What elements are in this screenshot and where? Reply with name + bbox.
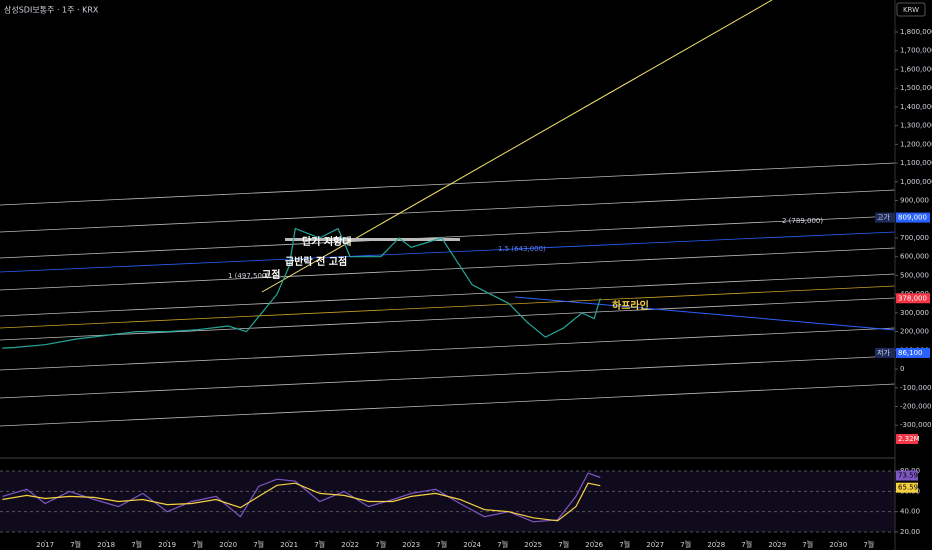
currency: KRW — [903, 6, 919, 14]
annotation: 고점 — [262, 269, 280, 281]
y-tick-label: 40.00 — [900, 508, 920, 516]
trend-line — [514, 296, 896, 331]
x-tick-label: 7월 — [863, 540, 874, 549]
rsi-label: 73.59 — [898, 472, 918, 480]
rsi-band — [0, 471, 895, 532]
x-tick-label: 2019 — [158, 541, 176, 549]
x-tick-label: 7월 — [253, 540, 264, 549]
price-label: 86,100 — [898, 349, 923, 357]
x-tick-label: 7월 — [70, 540, 81, 549]
rsi-label-box — [896, 470, 918, 481]
x-tick-label: 7월 — [375, 540, 386, 549]
x-tick-label: 2025 — [524, 541, 542, 549]
x-tick-label: 2018 — [97, 541, 115, 549]
price-tag-box — [875, 212, 895, 223]
x-tick-label: 2017 — [36, 541, 54, 549]
annotation: 1 (497,500) — [228, 272, 269, 280]
y-tick-label: 1,600,000 — [900, 65, 932, 73]
x-tick-label: 7월 — [680, 540, 691, 549]
x-tick-label: 2023 — [402, 541, 420, 549]
series-line — [2, 472, 601, 523]
y-tick-label: 0 — [900, 365, 904, 373]
x-tick-label: 2024 — [463, 541, 481, 549]
annotation: 급반락 전 고점 — [285, 255, 347, 268]
y-tick-label: 500,000 — [900, 271, 929, 279]
y-tick-label: 1,500,000 — [900, 84, 932, 92]
y-tick-label: 1,000,000 — [900, 178, 932, 186]
x-tick-label: 2022 — [341, 541, 359, 549]
y-tick-label: 700,000 — [900, 234, 929, 242]
currency-box — [896, 2, 926, 17]
annotation: 하프라인 — [612, 299, 649, 312]
x-tick-label: 2026 — [585, 541, 603, 549]
x-tick-label: 7월 — [802, 540, 813, 549]
x-tick-label: 2027 — [646, 541, 664, 549]
y-tick-label: 900,000 — [900, 197, 929, 205]
x-tick-label: 7월 — [497, 540, 508, 549]
annotation: 2 (789,000) — [782, 217, 823, 225]
price-tag: 고가 — [877, 213, 890, 222]
x-tick-label: 7월 — [131, 540, 142, 549]
annotation: 1.5 (643,000) — [498, 245, 546, 253]
x-tick-label: 7월 — [192, 540, 203, 549]
y-tick-label: 20.00 — [900, 528, 920, 536]
x-tick-label: 7월 — [619, 540, 630, 549]
x-tick-label: 2020 — [219, 541, 237, 549]
y-tick-label: 1,400,000 — [900, 103, 932, 111]
y-tick-label: 1,700,000 — [900, 47, 932, 55]
annotation: 단기 저항대 — [302, 235, 351, 248]
y-tick-label: -100,000 — [900, 384, 931, 392]
price-tag: 저가 — [877, 348, 890, 357]
channel-lines — [0, 162, 896, 427]
x-tick-label: 2028 — [707, 541, 725, 549]
price-label-box — [896, 347, 930, 358]
x-tick-label: 7월 — [741, 540, 752, 549]
y-tick-label: -200,000 — [900, 403, 931, 411]
y-tick-label: 1,300,000 — [900, 122, 932, 130]
series-line — [2, 227, 601, 349]
x-tick-label: 7월 — [558, 540, 569, 549]
rsi-label-box — [896, 482, 918, 493]
y-tick-label: 200,000 — [900, 328, 929, 336]
fib-line — [0, 231, 896, 273]
y-tick-label: -300,000 — [900, 421, 931, 429]
chart-title: 삼성SDI보통주 · 1주 · KRX — [4, 5, 99, 15]
price-label: 378,000 — [898, 294, 927, 302]
x-tick-label: 7월 — [314, 540, 325, 549]
price-tag-box — [875, 347, 895, 358]
x-tick-label: 2021 — [280, 541, 298, 549]
price-label-box — [896, 212, 930, 223]
y-tick-label: 1,100,000 — [900, 159, 932, 167]
x-tick-label: 2029 — [768, 541, 786, 549]
resistance-zone — [285, 238, 460, 241]
x-tick-label: 7월 — [436, 540, 447, 549]
price-label: 809,000 — [898, 214, 927, 222]
half-line — [0, 285, 896, 329]
trend-line — [261, 0, 773, 293]
y-tick-label: 1,200,000 — [900, 140, 932, 148]
x-tick-label: 2030 — [829, 541, 847, 549]
volume-label-box — [896, 434, 918, 444]
price-label-box — [896, 293, 930, 304]
series-line — [2, 482, 601, 522]
volume-label: 2.32M — [898, 435, 920, 443]
y-tick-label: 600,000 — [900, 253, 929, 261]
rsi-label: 65.59 — [898, 484, 918, 492]
y-tick-label: 1,800,000 — [900, 28, 932, 36]
y-tick-label: 300,000 — [900, 309, 929, 317]
